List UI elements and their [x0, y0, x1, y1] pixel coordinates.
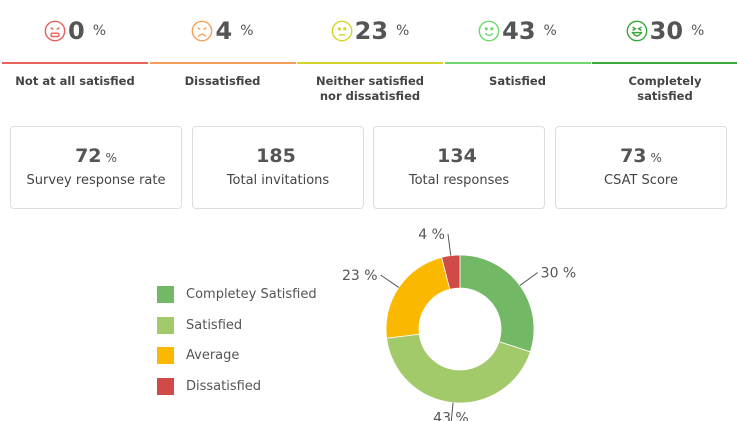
kpi-value: 134	[437, 145, 477, 167]
kpi-unit: %	[105, 151, 117, 165]
label-connector	[380, 274, 400, 288]
legend-label: Satisfied	[186, 317, 243, 333]
level-unit: %	[396, 23, 410, 39]
label-connector	[447, 233, 452, 256]
level-label: Completely satisfied	[628, 74, 702, 103]
kpi-card: 134 Total responses	[373, 126, 545, 209]
smiling-face-icon	[478, 20, 500, 42]
kpi-label: Survey response rate	[26, 173, 166, 188]
level-value: 4	[215, 17, 233, 45]
data-label: 23 %	[342, 268, 378, 284]
data-label: 43 %	[433, 411, 469, 421]
kpi-card: 72% Survey response rate	[10, 126, 182, 209]
satisfaction-level: 30% Completely satisfied	[592, 0, 737, 104]
legend-label: Dissatisfied	[186, 379, 262, 395]
level-bar	[2, 62, 148, 64]
legend-swatch	[157, 378, 174, 396]
legend-swatch	[157, 347, 174, 365]
satisfaction-level: 4% Dissatisfied	[149, 0, 296, 89]
kpi-value: 73	[620, 145, 647, 167]
legend-label: Completey Satisfied	[186, 287, 317, 302]
kpi-value: 72	[75, 145, 102, 167]
level-label: Satisfied	[489, 74, 546, 88]
donut-slice[interactable]	[386, 333, 531, 404]
level-unit: %	[92, 23, 106, 39]
legend-item[interactable]: Average	[157, 347, 240, 365]
donut-slice[interactable]	[441, 254, 461, 290]
angry-face-icon	[44, 20, 66, 42]
level-label: Not at all satisfied	[15, 74, 135, 88]
donut-slice[interactable]	[385, 256, 451, 339]
level-value: 23	[354, 17, 389, 45]
kpi-value: 185	[256, 145, 296, 167]
donut-slice[interactable]	[459, 254, 535, 353]
label-connector	[519, 272, 538, 286]
kpi-unit: %	[650, 151, 662, 165]
data-label: 30 %	[541, 266, 577, 282]
neutral-face-icon	[331, 20, 353, 42]
legend-swatch	[157, 316, 174, 334]
satisfaction-level: 0% Not at all satisfied	[2, 0, 148, 89]
level-label: Neither satisfied nor dissatisfied	[316, 74, 424, 103]
level-unit: %	[240, 23, 254, 39]
kpi-label: CSAT Score	[604, 173, 678, 188]
level-label: Dissatisfied	[184, 74, 261, 88]
data-label: 4 %	[418, 227, 445, 243]
level-unit: %	[691, 23, 705, 39]
level-bar	[592, 62, 737, 64]
level-value: 30	[649, 17, 684, 45]
level-value: 43	[502, 17, 536, 45]
satisfaction-level: 43% Satisfied	[444, 0, 591, 89]
kpi-label: Total responses	[408, 173, 510, 188]
kpi-card: 73% CSAT Score	[555, 126, 727, 209]
kpi-label: Total invitations	[226, 173, 330, 188]
satisfaction-level: 23% Neither satisfied nor dissatisfied	[297, 0, 443, 104]
legend-item[interactable]: Dissatisfied	[157, 378, 262, 396]
level-bar	[297, 62, 443, 64]
frowning-face-icon	[192, 20, 213, 42]
legend-swatch	[157, 286, 174, 303]
level-value: 0	[67, 17, 85, 45]
legend-item[interactable]: Completey Satisfied	[157, 286, 317, 303]
grinning-face-icon	[626, 20, 648, 42]
legend-label: Average	[186, 348, 240, 364]
level-bar	[444, 62, 591, 64]
level-unit: %	[543, 23, 557, 39]
kpi-card: 185 Total invitations	[192, 126, 364, 209]
level-bar	[149, 62, 296, 64]
legend-item[interactable]: Satisfied	[157, 316, 243, 334]
